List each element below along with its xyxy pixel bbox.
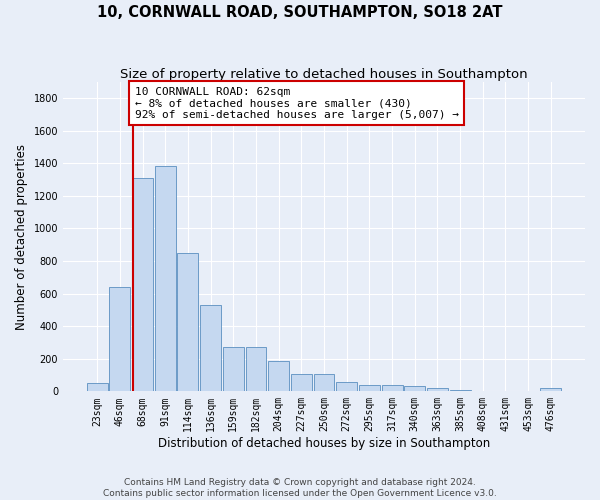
X-axis label: Distribution of detached houses by size in Southampton: Distribution of detached houses by size …: [158, 437, 490, 450]
Bar: [109, 287, 130, 392]
Bar: [132, 178, 153, 392]
Bar: [245, 346, 266, 392]
Y-axis label: Number of detached properties: Number of detached properties: [15, 144, 28, 330]
Bar: [359, 385, 380, 392]
Bar: [291, 374, 312, 392]
Bar: [472, 390, 493, 392]
Bar: [314, 374, 334, 392]
Bar: [200, 305, 221, 392]
Bar: [155, 166, 176, 392]
Bar: [268, 361, 289, 392]
Bar: [404, 386, 425, 392]
Bar: [495, 390, 516, 392]
Title: Size of property relative to detached houses in Southampton: Size of property relative to detached ho…: [120, 68, 528, 80]
Bar: [518, 390, 539, 392]
Bar: [87, 383, 107, 392]
Bar: [541, 388, 561, 392]
Bar: [336, 382, 357, 392]
Bar: [449, 390, 470, 392]
Bar: [178, 253, 199, 392]
Bar: [427, 388, 448, 392]
Text: 10 CORNWALL ROAD: 62sqm
← 8% of detached houses are smaller (430)
92% of semi-de: 10 CORNWALL ROAD: 62sqm ← 8% of detached…: [134, 86, 458, 120]
Bar: [382, 385, 403, 392]
Text: Contains HM Land Registry data © Crown copyright and database right 2024.
Contai: Contains HM Land Registry data © Crown c…: [103, 478, 497, 498]
Text: 10, CORNWALL ROAD, SOUTHAMPTON, SO18 2AT: 10, CORNWALL ROAD, SOUTHAMPTON, SO18 2AT: [97, 5, 503, 20]
Bar: [223, 346, 244, 392]
